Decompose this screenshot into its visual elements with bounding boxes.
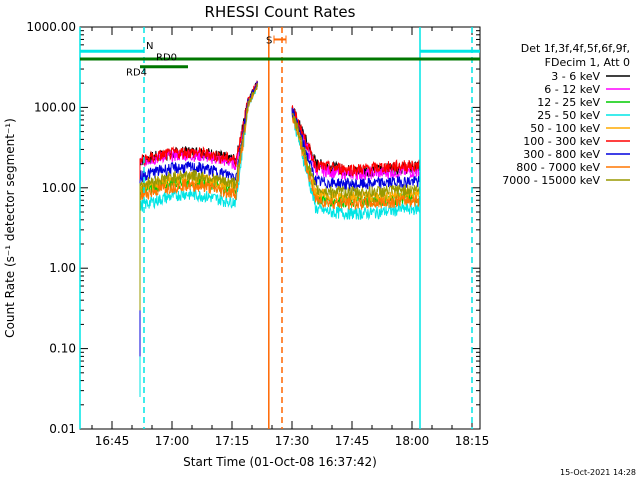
state-bar-label: RD0 bbox=[156, 52, 177, 63]
legend-entry-label: 7000 - 15000 keV bbox=[502, 174, 600, 187]
x-tick-label: 17:00 bbox=[155, 434, 190, 448]
series-line-post-7 bbox=[291, 116, 421, 211]
series-line-pre-8 bbox=[139, 82, 259, 311]
series-line-pre-6 bbox=[139, 81, 259, 357]
series-group bbox=[139, 79, 421, 398]
x-tick-label: 16:45 bbox=[95, 434, 130, 448]
series-line-pre-7 bbox=[139, 85, 258, 311]
series-line-post-0 bbox=[291, 106, 421, 178]
x-tick-label: 17:15 bbox=[215, 434, 250, 448]
series-line-post-6 bbox=[291, 107, 421, 191]
series-line-post-1 bbox=[291, 107, 421, 181]
state-bar-label: RD4 bbox=[126, 67, 147, 78]
legend-entry-label: 6 - 12 keV bbox=[544, 83, 600, 96]
saa-bar-label: S bbox=[266, 35, 272, 46]
x-tick-label: 18:15 bbox=[455, 434, 490, 448]
y-tick-label: 1000.00 bbox=[26, 20, 76, 34]
legend-entry-label: 50 - 100 keV bbox=[530, 122, 600, 135]
x-tick-label: 17:30 bbox=[275, 434, 310, 448]
y-tick-label: 10.00 bbox=[42, 181, 76, 195]
series-line-pre-3 bbox=[139, 86, 258, 398]
series-line-pre-1 bbox=[139, 82, 259, 311]
state-bar-label: N bbox=[146, 41, 153, 52]
series-line-pre-5 bbox=[139, 79, 259, 311]
series-line-post-5 bbox=[291, 105, 421, 177]
x-axis-label: Start Time (01-Oct-08 16:37:42) bbox=[183, 455, 377, 469]
y-axis-label: Count Rate (s⁻¹ detector segment⁻¹) bbox=[3, 118, 17, 338]
y-tick-label: 100.00 bbox=[34, 100, 76, 114]
legend-header: Det 1f,3f,4f,5f,6f,9f, bbox=[521, 42, 630, 55]
x-tick-label: 18:00 bbox=[395, 434, 430, 448]
legend: Det 1f,3f,4f,5f,6f,9f,FDecim 1, Att 03 -… bbox=[502, 42, 630, 187]
legend-entry-label: 12 - 25 keV bbox=[537, 96, 600, 109]
y-tick-label: 0.01 bbox=[49, 422, 76, 436]
chart-title: RHESSI Count Rates bbox=[205, 3, 356, 21]
y-tick-label: 1.00 bbox=[49, 261, 76, 275]
legend-entry-label: 25 - 50 keV bbox=[537, 109, 600, 122]
legend-entry-label: 800 - 7000 keV bbox=[516, 161, 600, 174]
legend-entry-label: 300 - 800 keV bbox=[523, 148, 600, 161]
series-line-post-8 bbox=[291, 112, 421, 199]
legend-header: FDecim 1, Att 0 bbox=[545, 56, 630, 69]
y-tick-label: 0.10 bbox=[49, 342, 76, 356]
legend-entry-label: 3 - 6 keV bbox=[551, 70, 600, 83]
x-tick-label: 17:45 bbox=[335, 434, 370, 448]
footer-date: 15-Oct-2021 14:28 bbox=[560, 468, 636, 477]
legend-entry-label: 100 - 300 keV bbox=[523, 135, 600, 148]
